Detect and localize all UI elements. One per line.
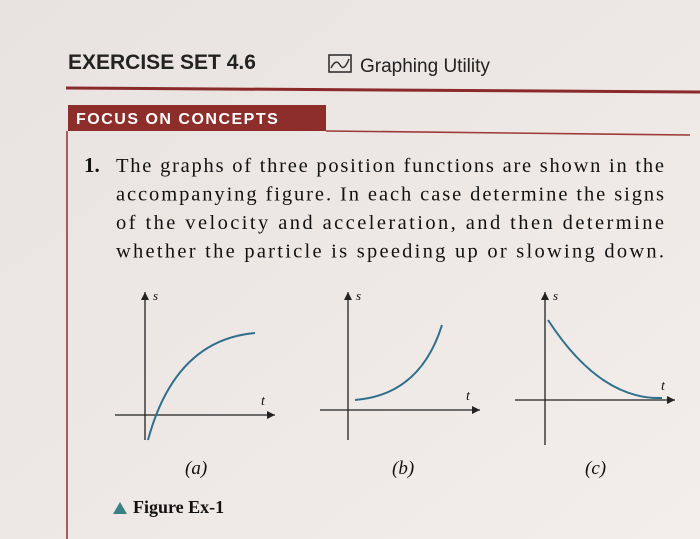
y-arrow	[541, 292, 549, 300]
x-axis-label: t	[661, 379, 666, 394]
problem-line: whether the particle is speeding up or s…	[116, 241, 664, 263]
section-banner	[68, 105, 326, 131]
utility-icon-curve	[330, 58, 350, 69]
panel-caption: (c)	[585, 458, 606, 479]
y-arrow	[344, 292, 352, 300]
figure: s t (a) s t (b) s t (c)	[115, 288, 675, 479]
position-curve	[354, 324, 443, 401]
x-axis-label: t	[466, 389, 471, 404]
position-curve	[547, 319, 663, 400]
problem-line: accompanying figure. In each case determ…	[116, 184, 664, 206]
section-frame	[66, 130, 691, 539]
y-arrow	[141, 292, 149, 300]
utility-icon	[328, 54, 352, 73]
panel-caption: (a)	[185, 458, 207, 479]
problem-line: of the velocity and acceleration, and th…	[116, 212, 664, 234]
y-axis-label: s	[553, 288, 558, 303]
exercise-title: EXERCISE SET 4.6	[68, 51, 256, 74]
figure-marker	[113, 502, 127, 514]
utility-label: Graphing Utility	[360, 56, 490, 77]
problem-number: 1.	[84, 153, 100, 177]
problem-text: The graphs of three position functions a…	[116, 155, 664, 263]
x-arrow	[667, 396, 675, 404]
position-curve	[147, 332, 256, 441]
header-rule	[65, 86, 700, 94]
y-axis-label: s	[153, 288, 158, 303]
x-arrow	[267, 411, 275, 419]
figure-caption: Figure Ex-1	[133, 497, 224, 517]
panel-caption: (b)	[392, 458, 414, 479]
section-label: FOCUS ON CONCEPTS	[76, 111, 279, 128]
x-axis-label: t	[261, 394, 266, 409]
problem-line: The graphs of three position functions a…	[116, 155, 664, 177]
x-arrow	[472, 406, 480, 414]
y-axis-label: s	[356, 288, 361, 303]
